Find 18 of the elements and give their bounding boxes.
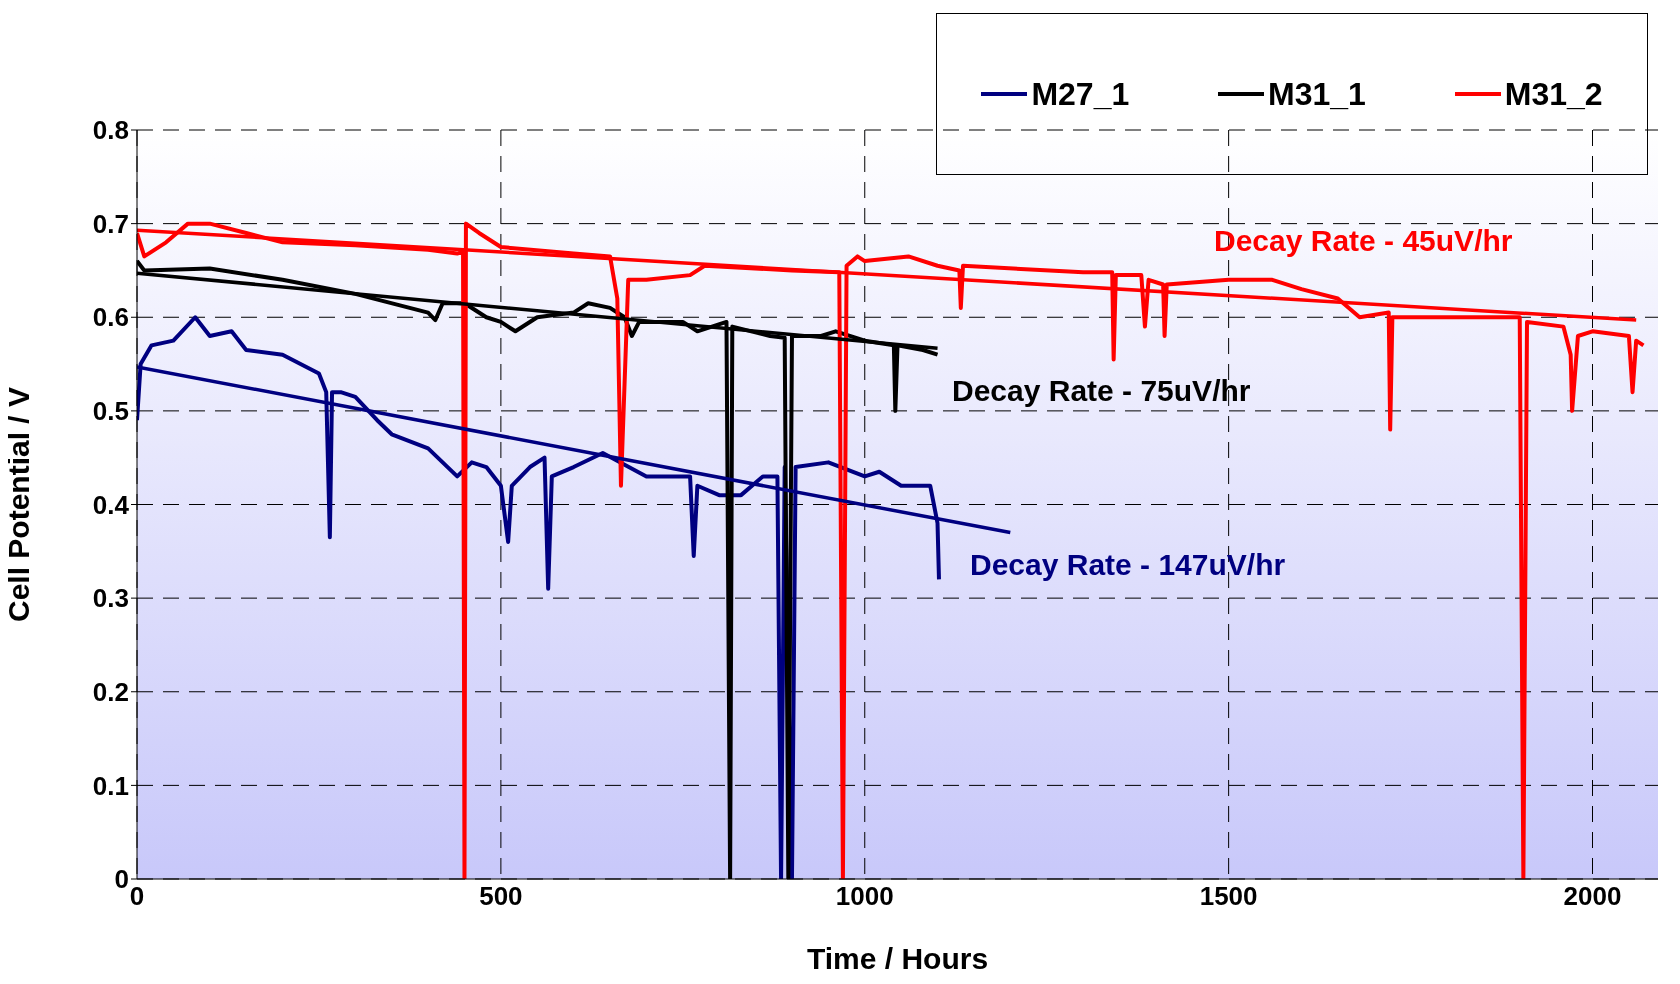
- x-tick-label: 2000: [1563, 881, 1622, 912]
- legend-label: M31_2: [1504, 75, 1603, 113]
- y-tick-label: 0.4: [92, 489, 130, 520]
- y-tick-label: 0.6: [92, 302, 129, 333]
- y-tick-label: 0.2: [92, 676, 129, 707]
- y-tick-label: 0.1: [92, 770, 129, 801]
- y-tick-label: 0.3: [92, 583, 129, 614]
- x-tick-label: 500: [479, 881, 523, 912]
- y-tick-label: 0.5: [92, 396, 129, 427]
- x-tick-label: 1000: [835, 881, 894, 912]
- x-axis-title: Time / Hours: [806, 942, 989, 975]
- legend-label: M27_1: [1031, 75, 1130, 113]
- x-tick-label: 1500: [1199, 881, 1258, 912]
- annotation: Decay Rate - 147uV/hr: [970, 548, 1286, 582]
- legend-label: M31_1: [1268, 75, 1366, 113]
- y-tick-label: 0.8: [92, 115, 129, 146]
- annotation: Decay Rate - 75uV/hr: [952, 374, 1251, 408]
- y-tick-label: 0.7: [92, 208, 129, 239]
